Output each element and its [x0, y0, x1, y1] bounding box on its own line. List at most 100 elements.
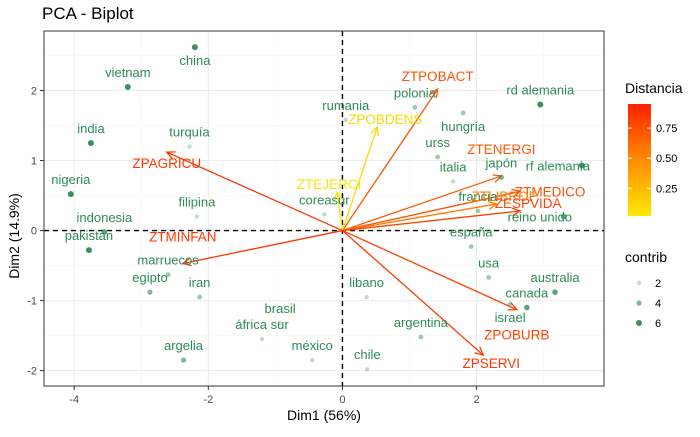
variable-arrow — [342, 175, 502, 232]
legend-distancia-title: Distancia — [625, 80, 683, 96]
individual-label: turquía — [169, 125, 210, 140]
individual-label: marruecos — [137, 253, 199, 268]
legend-contrib-label: 6 — [655, 318, 661, 330]
individual-point — [418, 334, 424, 340]
individual-label: china — [179, 53, 211, 68]
individual-point — [191, 44, 198, 51]
variable-arrow — [342, 190, 521, 232]
axes: -4 -2 0 2 -2 -1 0 1 2 — [27, 30, 605, 406]
variable-label: ZPOBURB — [484, 328, 549, 343]
variable-arrow — [342, 210, 521, 232]
variable-arrow — [342, 230, 484, 356]
individual-label: rumania — [322, 98, 370, 113]
x-tick-label: -2 — [203, 394, 213, 406]
individual-point — [578, 162, 585, 169]
individual-label: urss — [425, 135, 450, 150]
individual-label: chile — [354, 347, 381, 362]
individual-point — [460, 110, 466, 116]
variable-arrowhead — [511, 188, 522, 198]
legend-contrib-point — [636, 300, 642, 306]
variable-arrowhead — [487, 200, 499, 210]
variable-label: ZPAGRICU — [132, 156, 201, 171]
individual-label: argentina — [394, 315, 449, 330]
individual-label: vietnam — [105, 65, 151, 80]
variable-arrowhead — [165, 151, 176, 160]
individual-point — [187, 144, 192, 149]
individual-point — [412, 104, 418, 110]
variable-arrowhead — [333, 190, 343, 201]
y-tick-label: -2 — [27, 366, 37, 378]
reference-lines — [44, 31, 604, 386]
variable-arrowhead — [429, 87, 439, 99]
variable-arrow — [166, 151, 343, 232]
individual-point — [435, 154, 441, 160]
individual-point — [537, 101, 544, 108]
y-tick-label: 2 — [31, 86, 37, 98]
individual-label: india — [77, 121, 105, 136]
individual-point — [475, 208, 481, 214]
chart-title: PCA - Biplot — [42, 4, 134, 23]
individual-label: polonia — [394, 85, 437, 100]
y-tick-label: 0 — [31, 226, 37, 238]
individual-point — [343, 117, 348, 123]
individual-point — [124, 84, 131, 91]
individual-point — [310, 357, 315, 363]
individual-point — [322, 212, 327, 217]
individual-point — [498, 174, 504, 180]
individual-label: nigeria — [51, 172, 91, 187]
individual-point — [486, 275, 492, 280]
variable-arrowhead — [511, 207, 522, 217]
individual-label: iran — [189, 275, 211, 290]
variable-arrow — [341, 126, 378, 231]
individual-label: rf alemania — [526, 158, 591, 173]
individual-point — [180, 357, 187, 363]
individual-label: argelia — [164, 338, 204, 353]
legend-contrib-point — [636, 280, 642, 286]
variable-label: ZTPOBACT — [402, 69, 474, 84]
individual-label: filipina — [178, 195, 216, 210]
individual-label: francia — [458, 189, 498, 204]
individual-point — [507, 301, 513, 307]
individual-point — [365, 366, 370, 372]
legend-contrib-point — [636, 320, 642, 326]
y-axis-title: Dim2 (14.9%) — [6, 193, 22, 279]
variable-label: ZTENERGI — [467, 142, 535, 157]
x-tick-label: -4 — [69, 394, 79, 406]
individual-points — [67, 44, 585, 372]
individual-label: áfrica sur — [235, 317, 289, 332]
individual-point — [560, 213, 567, 220]
individual-label: israel — [495, 310, 526, 325]
individual-label: japón — [484, 155, 517, 170]
individual-label: reino unido — [508, 210, 572, 225]
individual-point — [165, 272, 171, 278]
individual-point — [197, 294, 202, 300]
variable-label: ZTMEDICO — [515, 184, 586, 199]
variable-arrowhead — [474, 346, 485, 357]
legend-contrib-label: 4 — [655, 298, 661, 310]
individual-point — [101, 229, 108, 235]
panel-border — [43, 30, 605, 387]
variable-label: ZESPVIDA — [495, 196, 562, 211]
individual-point — [67, 191, 74, 198]
variable-arrowhead — [507, 302, 519, 311]
x-axis-title: Dim1 (56%) — [287, 407, 361, 423]
variable-label: ZTEJERCI — [297, 177, 362, 192]
legend-colorbar — [628, 104, 651, 216]
variable-label: ZTLIBROP — [472, 189, 538, 204]
variable-arrow — [341, 88, 439, 231]
individual-label: libano — [349, 275, 384, 290]
individual-label: hungría — [441, 119, 486, 134]
individual-point — [259, 336, 265, 342]
individual-label: australia — [530, 270, 580, 285]
individual-point — [277, 320, 283, 326]
individual-label: canada — [506, 286, 549, 301]
individual-label: egipto — [132, 270, 167, 285]
individual-point — [194, 214, 200, 219]
x-tick-label: 2 — [474, 394, 480, 406]
variable-arrow — [336, 191, 344, 231]
individual-point — [524, 304, 530, 311]
variable-arrowhead — [181, 257, 192, 267]
legend-contrib-title: contrib — [625, 249, 667, 265]
